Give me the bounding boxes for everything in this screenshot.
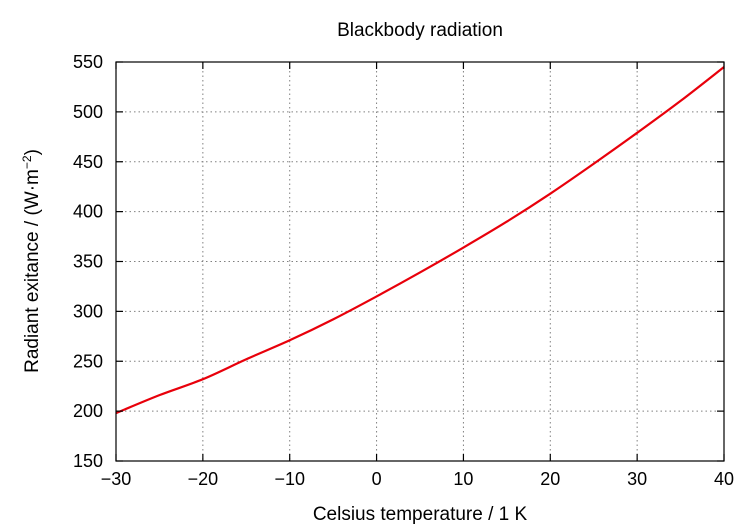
x-axis-label: Celsius temperature / 1 K: [313, 504, 528, 525]
x-tick-label: 40: [714, 469, 734, 489]
series-line: [115, 66, 725, 415]
y-tick-label: 450: [73, 152, 103, 172]
chart-title: Blackbody radiation: [337, 20, 503, 41]
x-tick-label: 0: [372, 469, 382, 489]
y-tick-label: 400: [73, 202, 103, 222]
y-tick-labels: 150 200 250 300 350 400 450 500 550: [73, 52, 103, 471]
y-tick-label: 300: [73, 301, 103, 321]
y-tick-label: 550: [73, 52, 103, 72]
axis-ticks: [115, 61, 725, 462]
grid-lines: [116, 62, 724, 461]
y-axis-label-exponent: −2: [20, 155, 34, 169]
y-tick-label: 150: [73, 451, 103, 471]
plot-series: [115, 66, 725, 415]
y-tick-label: 350: [73, 252, 103, 272]
x-tick-label: −20: [188, 469, 219, 489]
y-axis-label-close: ): [22, 149, 43, 155]
y-tick-label: 200: [73, 401, 103, 421]
y-tick-label: 250: [73, 351, 103, 371]
y-axis-label: Radiant exitance / (W·m−2): [20, 149, 43, 373]
x-tick-label: 10: [453, 469, 473, 489]
x-tick-label: −30: [101, 469, 132, 489]
y-axis-label-main: Radiant exitance / (W·m: [22, 169, 43, 373]
x-tick-label: 30: [627, 469, 647, 489]
x-tick-labels: −30 −20 −10 0 10 20 30 40: [101, 469, 734, 489]
x-tick-label: −10: [274, 469, 305, 489]
x-tick-label: 20: [540, 469, 560, 489]
y-tick-label: 500: [73, 102, 103, 122]
